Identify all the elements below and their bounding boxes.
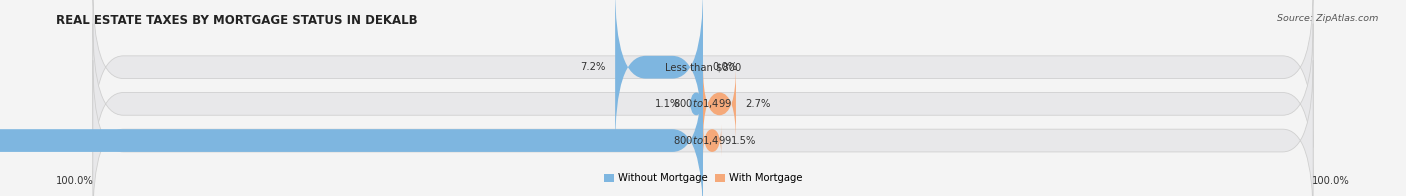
Text: $800 to $1,499: $800 to $1,499 (673, 97, 733, 110)
Text: 1.1%: 1.1% (654, 99, 681, 109)
Text: 0.0%: 0.0% (713, 62, 738, 72)
FancyBboxPatch shape (616, 0, 703, 148)
Text: 100.0%: 100.0% (1312, 176, 1350, 186)
Text: 2.7%: 2.7% (745, 99, 770, 109)
FancyBboxPatch shape (93, 24, 1313, 184)
FancyBboxPatch shape (703, 66, 735, 142)
Legend: Without Mortgage, With Mortgage: Without Mortgage, With Mortgage (600, 169, 806, 187)
Text: Source: ZipAtlas.com: Source: ZipAtlas.com (1277, 14, 1378, 23)
Text: REAL ESTATE TAXES BY MORTGAGE STATUS IN DEKALB: REAL ESTATE TAXES BY MORTGAGE STATUS IN … (56, 14, 418, 27)
FancyBboxPatch shape (703, 124, 721, 157)
Text: 7.2%: 7.2% (581, 62, 606, 72)
Text: Less than $800: Less than $800 (665, 62, 741, 72)
Text: $800 to $1,499: $800 to $1,499 (673, 134, 733, 147)
Text: 100.0%: 100.0% (56, 176, 94, 186)
FancyBboxPatch shape (0, 60, 703, 196)
FancyBboxPatch shape (689, 93, 703, 115)
FancyBboxPatch shape (93, 60, 1313, 196)
Text: 1.5%: 1.5% (731, 136, 756, 146)
FancyBboxPatch shape (93, 0, 1313, 148)
